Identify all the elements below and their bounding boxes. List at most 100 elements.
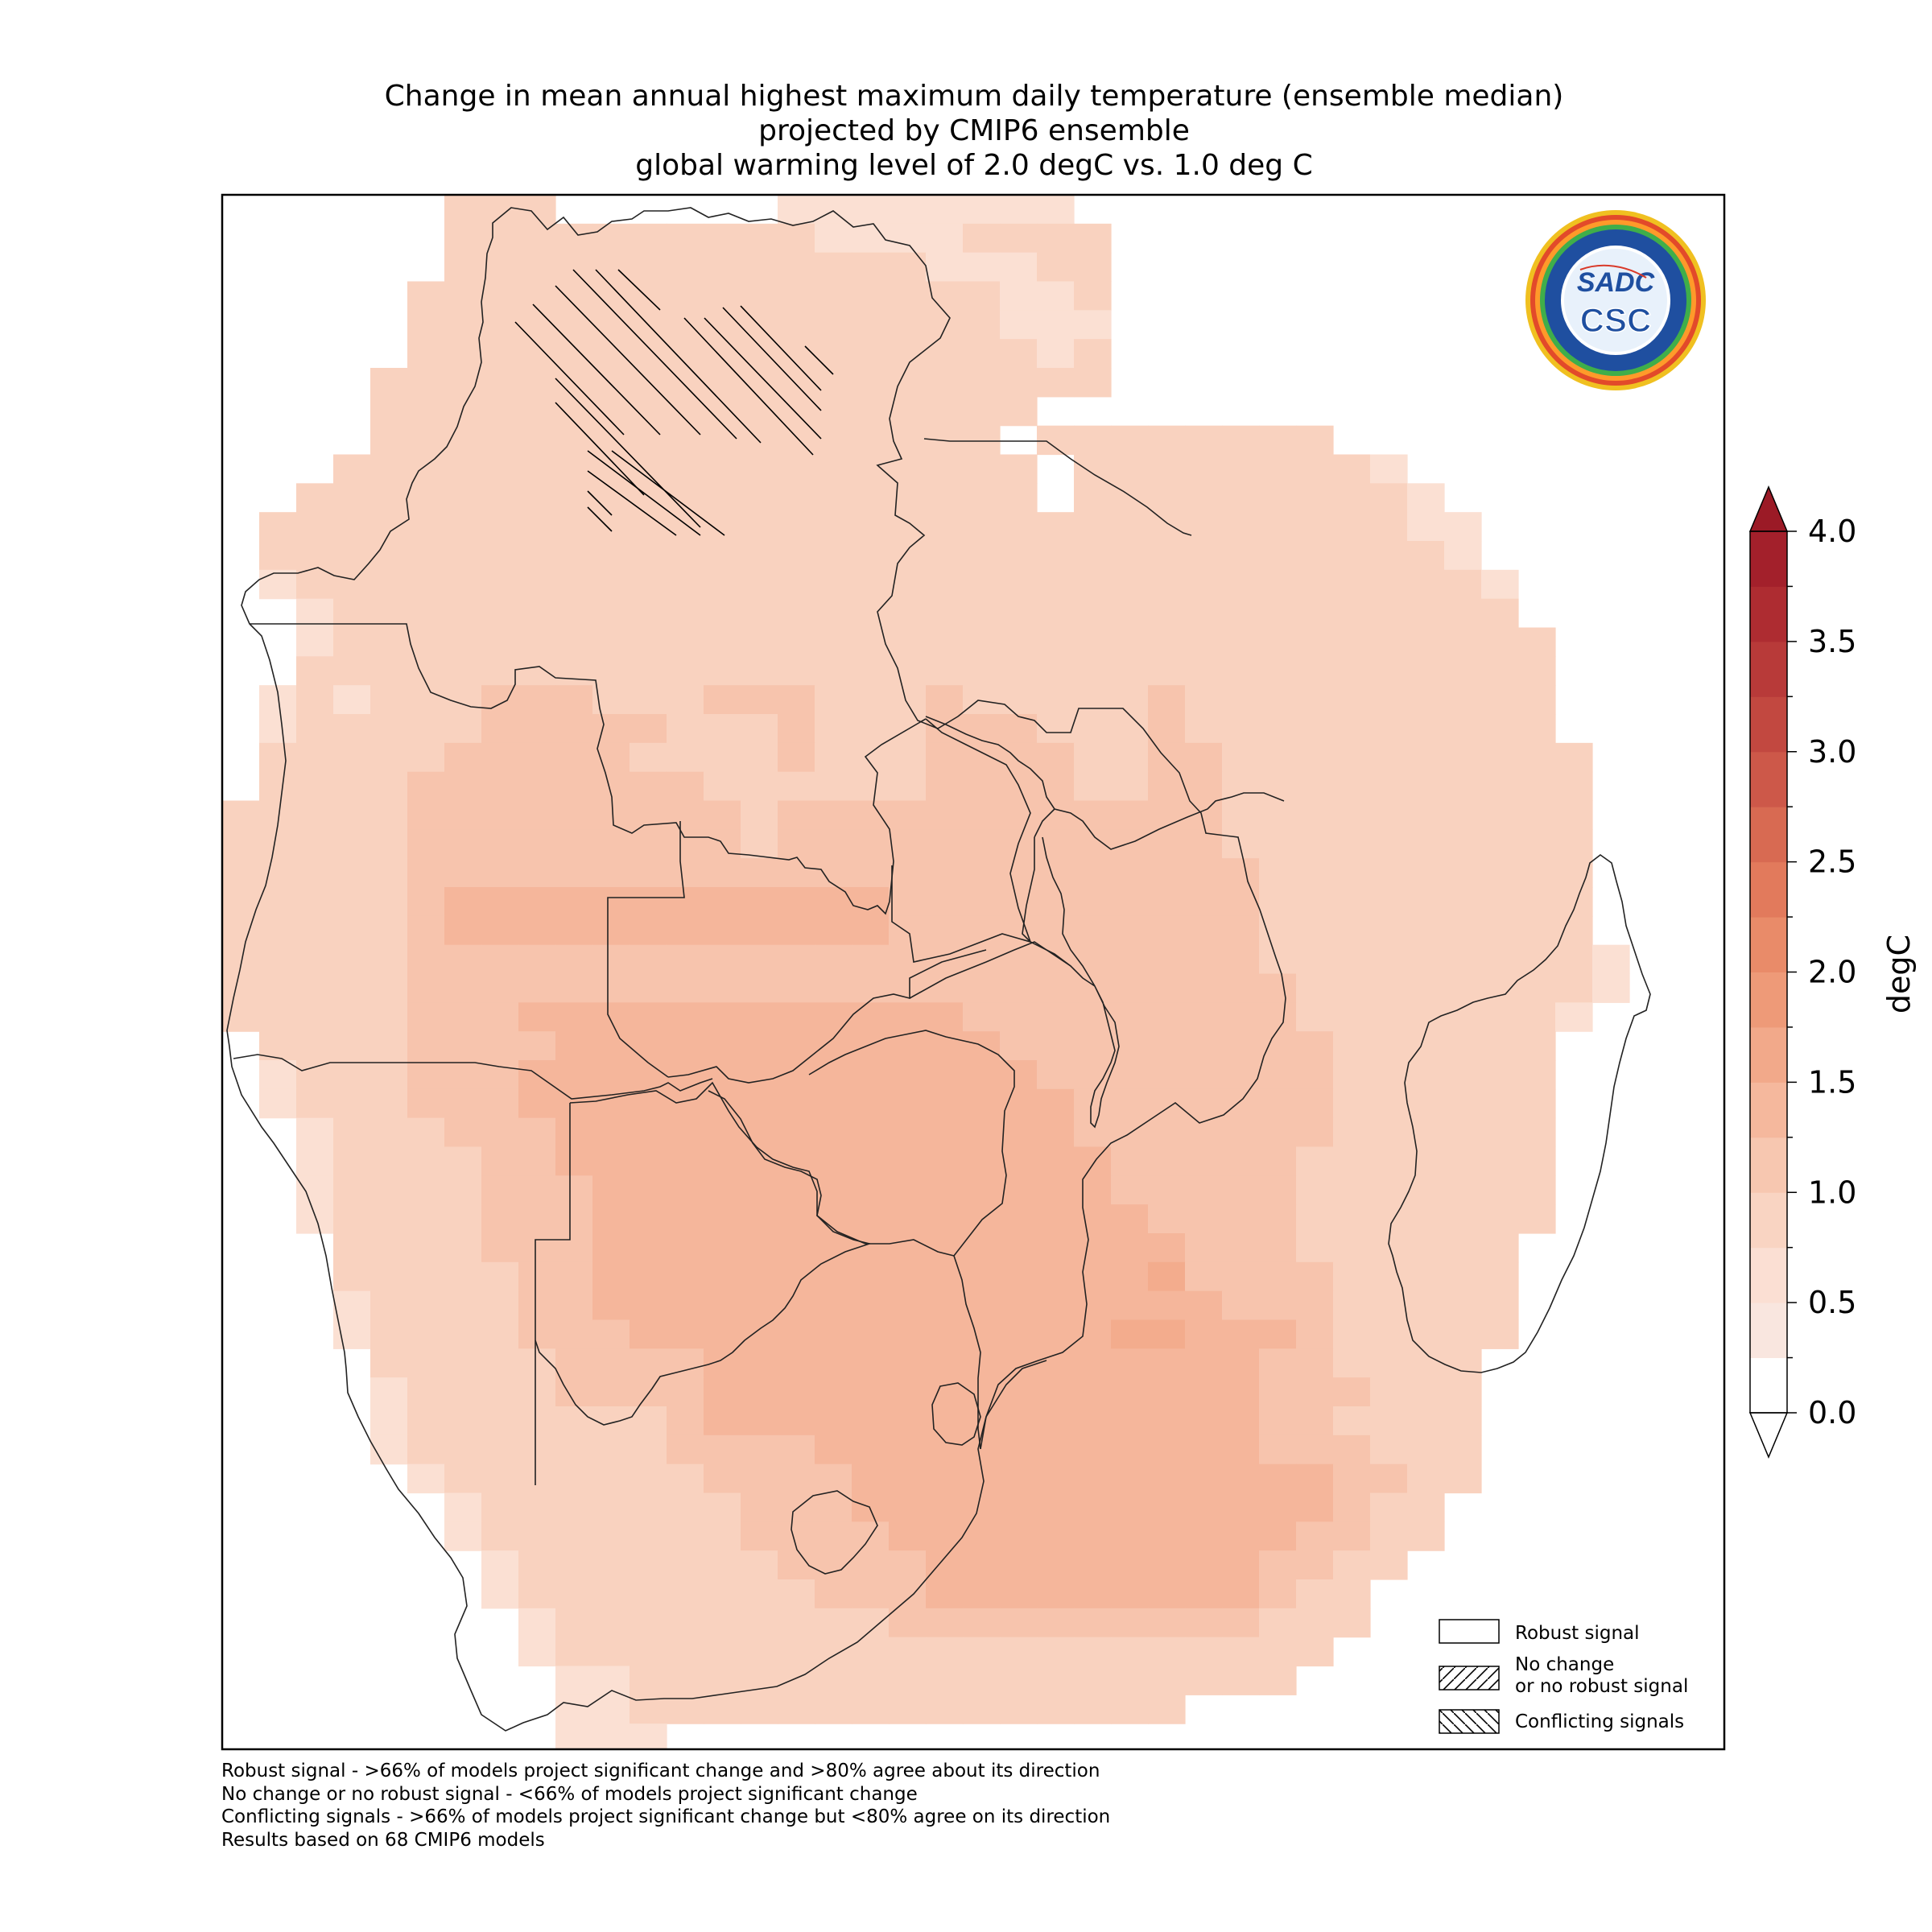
grid-cell	[630, 1060, 667, 1090]
grid-cell	[333, 598, 371, 629]
grid-cell	[741, 973, 778, 1003]
grid-cell	[630, 771, 667, 802]
grid-cell	[741, 1435, 778, 1465]
grid-cell	[704, 1695, 741, 1724]
grid-cell	[1222, 1204, 1260, 1234]
grid-cell	[1074, 1146, 1112, 1176]
grid-cell	[778, 396, 815, 427]
grid-cell	[1481, 656, 1519, 686]
grid-cell	[704, 656, 741, 686]
grid-cell	[963, 541, 1001, 571]
grid-cell	[963, 1002, 1001, 1032]
grid-cell	[1148, 714, 1186, 744]
grid-cell	[1222, 1002, 1260, 1032]
grid-cell	[1370, 598, 1408, 629]
grid-cell	[1444, 569, 1482, 600]
grid-cell	[1148, 454, 1186, 484]
grid-cell	[1000, 281, 1038, 311]
grid-cell	[1185, 714, 1223, 744]
grid-cell	[815, 1031, 852, 1061]
grid-cell	[1148, 627, 1186, 657]
grid-cell	[296, 1031, 334, 1061]
grid-cell	[1296, 512, 1334, 542]
grid-cell	[778, 281, 815, 311]
grid-cell	[1000, 887, 1038, 917]
grid-cell	[704, 1637, 741, 1667]
grid-cell	[741, 685, 778, 715]
grid-cell	[889, 1550, 927, 1580]
grid-cell	[667, 1521, 704, 1551]
grid-cell	[926, 944, 964, 975]
grid-cell	[1481, 1319, 1519, 1349]
grid-cell	[852, 627, 890, 657]
colorbar-segment	[1750, 807, 1787, 863]
grid-cell	[592, 858, 630, 888]
grid-cell	[481, 685, 519, 715]
grid-cell	[1481, 1233, 1519, 1263]
grid-cell	[741, 1695, 778, 1724]
grid-cell	[1111, 569, 1149, 600]
grid-cell	[1111, 1435, 1149, 1465]
grid-cell	[333, 627, 371, 657]
grid-cell	[555, 1319, 593, 1349]
grid-cell	[518, 1175, 556, 1205]
colorbar-segment	[1750, 1357, 1787, 1414]
grid-cell	[1296, 829, 1334, 859]
grid-cell	[518, 281, 556, 311]
grid-cell	[555, 771, 593, 802]
grid-cell	[778, 1319, 815, 1349]
grid-cell	[1296, 483, 1334, 513]
grid-cell	[778, 1377, 815, 1407]
grid-cell	[370, 512, 408, 542]
grid-cell	[259, 973, 297, 1003]
grid-cell	[1370, 1521, 1408, 1551]
grid-cell	[778, 1579, 815, 1609]
grid-cell	[592, 1435, 630, 1465]
grid-cell	[1148, 742, 1186, 773]
grid-cell	[778, 1088, 815, 1119]
grid-cell	[407, 915, 445, 946]
grid-cell	[1111, 1377, 1149, 1407]
grid-cell	[407, 944, 445, 975]
grid-cell	[333, 800, 371, 830]
grid-cell	[889, 425, 927, 456]
grid-cell	[333, 1290, 371, 1321]
colorbar-tick-label: 4.0	[1808, 514, 1856, 549]
grid-cell	[704, 310, 741, 340]
grid-cell	[741, 1492, 778, 1522]
grid-cell	[815, 598, 852, 629]
grid-cell	[1148, 800, 1186, 830]
grid-cell	[444, 1406, 482, 1436]
grid-cell	[1259, 1521, 1297, 1551]
colorbar-segment	[1750, 696, 1787, 753]
grid-cell	[926, 771, 964, 802]
grid-cell	[296, 685, 334, 715]
legend-nochange-label-1: No change	[1515, 1654, 1614, 1675]
grid-cell	[852, 368, 890, 398]
grid-cell	[1148, 1521, 1186, 1551]
grid-cell	[1000, 656, 1038, 686]
grid-cell	[407, 1406, 445, 1436]
grid-cell	[481, 1261, 519, 1292]
grid-cell	[926, 685, 964, 715]
grid-cell	[1074, 1175, 1112, 1205]
grid-cell	[1222, 771, 1260, 802]
grid-cell	[630, 858, 667, 888]
grid-cell	[815, 800, 852, 830]
grid-cell	[444, 858, 482, 888]
grid-cell	[889, 1666, 927, 1695]
grid-cell	[852, 1261, 890, 1292]
grid-cell	[630, 512, 667, 542]
grid-cell	[592, 1117, 630, 1148]
grid-cell	[1000, 195, 1038, 225]
grid-cell	[1444, 1204, 1482, 1234]
grid-cell	[741, 1002, 778, 1032]
grid-cell	[815, 771, 852, 802]
grid-cell	[815, 483, 852, 513]
grid-cell	[1222, 858, 1260, 888]
grid-cell	[518, 1637, 556, 1667]
grid-cell	[1259, 1579, 1297, 1609]
grid-cell	[630, 598, 667, 629]
grid-cell	[1370, 1550, 1408, 1580]
grid-cell	[333, 714, 371, 744]
